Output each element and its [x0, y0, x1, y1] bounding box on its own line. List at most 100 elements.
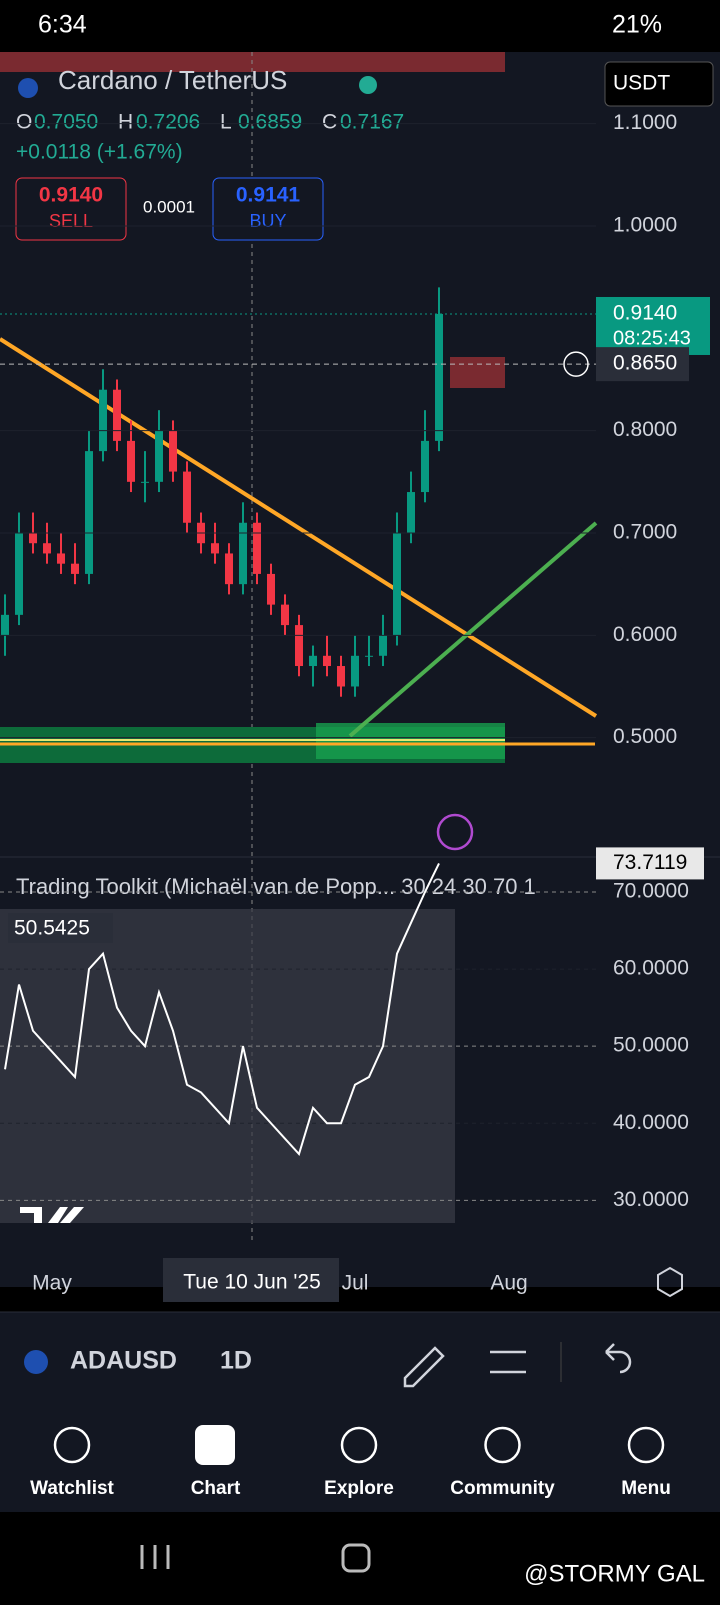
y-tick-label: 1.1000	[613, 111, 677, 134]
indicator-band	[0, 909, 455, 1223]
ohlc-key: H	[118, 111, 133, 134]
alert-icon[interactable]	[436, 813, 474, 851]
indicator-title: Trading Toolkit (Michaël van de Popp... …	[16, 874, 536, 899]
sell-button[interactable]	[15, 177, 127, 241]
candle-body	[337, 666, 345, 687]
buy-button[interactable]	[212, 177, 324, 241]
candle-body	[113, 389, 121, 441]
nav-label: Menu	[621, 1478, 671, 1499]
x-label: Tue 10 Jun '25	[183, 1271, 321, 1294]
ohlc-key: L	[220, 111, 232, 134]
tv-logo	[20, 1207, 84, 1223]
ohlc-value: 0.7050	[34, 111, 98, 134]
candle-body	[351, 655, 359, 687]
battery: 21%	[612, 11, 662, 39]
nav-label: Community	[450, 1478, 555, 1499]
candle-body	[253, 522, 261, 574]
sell-price: 0.9140	[39, 184, 103, 207]
candle-body	[421, 440, 429, 493]
candle-body	[155, 430, 163, 482]
nav-icon[interactable]	[53, 1426, 91, 1464]
change: +0.0118 (+1.67%)	[16, 141, 183, 164]
candle-body	[407, 492, 415, 533]
y-tick-label: 0.8000	[613, 418, 677, 441]
undo-icon[interactable]	[605, 1343, 632, 1374]
y-tick-label: 50.0000	[613, 1034, 689, 1057]
indicator-icon[interactable]	[490, 1350, 526, 1374]
candle-body	[211, 543, 219, 554]
spread: 0.0001	[143, 197, 195, 216]
settings-icon[interactable]	[657, 1266, 683, 1298]
candle-body	[99, 389, 107, 452]
date-box	[163, 1258, 339, 1302]
buy-label: BUY	[249, 211, 286, 231]
resistance-zone	[450, 357, 505, 388]
candle-body	[393, 532, 401, 636]
y-tick-label: 30.0000	[613, 1188, 689, 1211]
system-nav	[0, 1512, 720, 1600]
draw-icon[interactable]	[403, 1346, 445, 1388]
watermark: @STORMY GAL	[524, 1560, 705, 1587]
ohlc-key: O	[16, 111, 32, 134]
ohlc-value: 0.6859	[238, 111, 302, 134]
y-tick-label: 60.0000	[613, 957, 689, 980]
symbol-title: Cardano / TetherUS	[58, 65, 287, 95]
nav-icon[interactable]	[340, 1426, 378, 1464]
candle-body	[225, 553, 233, 585]
chart-nav-icon	[195, 1425, 235, 1465]
toolbar-symbol[interactable]: ADAUSD	[70, 1347, 177, 1375]
toolbar	[0, 1312, 720, 1412]
clock: 6:34	[38, 11, 87, 39]
status-bar	[0, 0, 720, 52]
candle-body	[435, 313, 443, 441]
candle-body	[141, 481, 149, 483]
up-trendline	[348, 521, 598, 738]
nav-icon[interactable]	[484, 1426, 521, 1464]
nav-label: Explore	[324, 1478, 394, 1499]
candle-body	[365, 655, 373, 657]
nav-label: Watchlist	[30, 1478, 114, 1499]
nav-icon[interactable]	[627, 1426, 665, 1464]
candle-body	[57, 553, 65, 564]
y-tick-label: 40.0000	[613, 1111, 689, 1134]
toolbar-interval[interactable]: 1D	[220, 1347, 252, 1375]
candle-body	[379, 635, 387, 656]
candle-body	[295, 625, 303, 667]
y-tick-label: 0.5000	[613, 725, 677, 748]
x-label: May	[32, 1272, 72, 1295]
y-tick-label: 0.6000	[613, 623, 677, 646]
candle-body	[183, 471, 191, 523]
buy-price: 0.9141	[236, 184, 301, 207]
candle-body	[169, 430, 177, 472]
coin-icon	[24, 1350, 48, 1374]
y-tick-label: 70.0000	[613, 880, 689, 903]
recents[interactable]	[140, 1545, 170, 1569]
last-price-box	[596, 296, 710, 355]
market-status	[359, 76, 377, 94]
countdown: 08:25:43	[613, 327, 691, 349]
value-label: 73.7119	[613, 851, 687, 874]
currency-select[interactable]	[604, 61, 714, 107]
candle-body	[281, 604, 289, 626]
candle-body	[43, 543, 51, 554]
home[interactable]	[341, 1543, 371, 1573]
y-tick-label: 1.0000	[613, 214, 677, 237]
x-label: Jul	[342, 1272, 369, 1295]
candle-body	[85, 451, 93, 574]
y-tick-label: 0.7000	[613, 521, 677, 544]
candle-body	[267, 573, 275, 605]
nav: Watchlist Chart Explore Community Menu	[30, 1426, 671, 1499]
currency: USDT	[613, 72, 670, 95]
candle-body	[309, 655, 317, 667]
crosshair-value: 50.5425	[14, 917, 90, 940]
ohlc-key: C	[322, 111, 337, 134]
coin-icon	[18, 78, 38, 98]
candle-body	[71, 563, 79, 574]
crosshair-price: 0.8650	[613, 352, 677, 375]
candle-body	[239, 522, 247, 585]
add-alert	[563, 351, 589, 377]
ohlc-value: 0.7167	[340, 111, 404, 134]
crosshair-price-box	[596, 347, 689, 382]
candle-body	[1, 614, 9, 636]
